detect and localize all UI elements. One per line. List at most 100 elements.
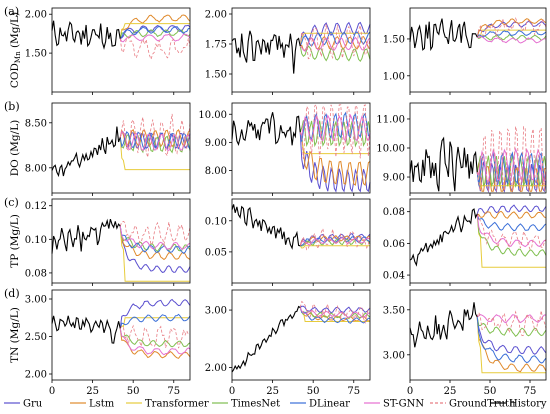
axes-frame [231, 198, 371, 284]
y-tick-label: 10.00 [376, 144, 405, 155]
series-line-transformer [119, 23, 190, 39]
y-tick-label: 1.00 [383, 71, 405, 82]
series-line-st-gnn [477, 35, 547, 44]
y-tick-label: 8.00 [25, 163, 47, 174]
series-line-groundtruth [299, 300, 371, 325]
y-tick-label: 0.08 [25, 268, 47, 279]
legend-item-timesnet: TimesNet [212, 399, 280, 410]
legend-label: ST-GNN [383, 399, 424, 410]
y-axis-label-main: COD [9, 63, 21, 88]
series-line-groundtruth [119, 36, 191, 61]
series-line-lstm [119, 14, 191, 39]
legend-label: Lstm [89, 399, 115, 410]
panel-2-3: 9.00 10.00 11.00 [376, 102, 547, 196]
series-line-history [409, 18, 478, 52]
series-line-history [409, 208, 478, 267]
series-line-st-gnn [119, 328, 191, 356]
series-line-st-gnn [299, 113, 371, 143]
series-line-timesnet [476, 213, 547, 257]
legend-item-history: History [490, 399, 547, 410]
y-tick-label: 0.08 [383, 207, 405, 218]
y-tick-label: 2.00 [205, 10, 227, 21]
series-line-lstm [299, 235, 371, 246]
series-line-lstm [299, 132, 371, 186]
series-line-transformer [119, 226, 190, 282]
axes-frame [231, 289, 371, 381]
series-line-gru [119, 298, 191, 329]
series-line-transformer [476, 316, 546, 374]
y-axis-label-unit: (Mg/L) [9, 120, 21, 160]
y-tick-label: 0.10 [205, 216, 227, 227]
y-axis-label: DO (Mg/L) [9, 120, 21, 177]
panel-3-1: 0.08 0.10 0.12 [25, 198, 191, 286]
y-axis-label-main: TN [9, 347, 21, 363]
panel-1-1: 1.50 2.00 [25, 7, 191, 95]
series-line-history [231, 112, 301, 147]
series-line-st-gnn [119, 33, 191, 43]
y-tick-label: 1.75 [205, 40, 227, 51]
x-tick-label: 50 [307, 386, 320, 397]
y-tick-label: 9.00 [383, 173, 405, 184]
y-tick-label: 0.12 [25, 201, 47, 212]
y-tick-label: 3.00 [205, 306, 227, 317]
y-tick-label: 2.00 [25, 370, 47, 381]
series-line-gru [299, 305, 371, 314]
y-axis-label: CODMn (Mg/L) [9, 12, 22, 88]
series-line-transformer [299, 245, 370, 249]
series-line-gru [119, 226, 191, 273]
panel-2-1: 8.00 8.50 [25, 102, 191, 196]
series-line-timesnet [476, 34, 547, 41]
row-label: (c) [4, 196, 19, 209]
y-tick-label: 0.05 [205, 247, 227, 258]
series-line-transformer [476, 29, 546, 38]
x-tick-label: 75 [524, 386, 537, 397]
x-tick-label: 0 [229, 386, 235, 397]
series-line-groundtruth [119, 113, 191, 158]
x-tick-label: 25 [444, 386, 457, 397]
y-tick-label: 3.50 [383, 305, 405, 316]
y-tick-label: 2.00 [205, 363, 227, 374]
panel-2-2: 8.00 9.00 10.00 [198, 102, 371, 196]
y-tick-label: 3.00 [25, 295, 47, 306]
y-axis-label-main: DO [9, 159, 21, 176]
series-line-transformer [119, 137, 190, 171]
series-line-dlinear [299, 307, 370, 324]
panel-4-3: 3.00 3.50 0 25 50 75 [383, 289, 547, 397]
series-line-groundtruth [119, 220, 191, 246]
y-tick-label: 1.50 [205, 70, 227, 81]
series-line-history [409, 302, 478, 348]
x-tick-label: 0 [49, 386, 55, 397]
row-label: (d) [4, 287, 20, 300]
series-line-lstm [476, 18, 547, 38]
series-line-history [409, 136, 478, 192]
y-tick-label: 2.50 [25, 332, 47, 343]
y-tick-label: 11.00 [376, 114, 405, 125]
series-line-st-gnn [119, 226, 191, 250]
row-2: (b) DO (Mg/L) 8.00 8.50 8.00 9.00 10.00 9.00 10.… [4, 100, 547, 196]
legend-label: DLinear [309, 399, 350, 410]
series-line-transformer [119, 317, 190, 329]
row-label: (a) [4, 5, 19, 18]
y-tick-label: 0.06 [383, 239, 405, 250]
series-line-st-gnn [119, 131, 191, 152]
y-axis-label: TN (Mg/L) [9, 307, 21, 363]
x-tick-label: 0 [407, 386, 413, 397]
series-line-history [51, 126, 121, 178]
panel-4-2: 2.00 3.00 0 25 50 75 [205, 289, 371, 397]
legend-label: Gru [23, 399, 43, 410]
series-line-gru [476, 316, 547, 355]
series-line-groundtruth [119, 324, 190, 349]
legend-item-dlinear: DLinear [290, 399, 350, 410]
legend-label: TimesNet [231, 399, 280, 410]
y-axis-label-unit: (Mg/L) [9, 214, 21, 254]
series-line-dlinear [476, 213, 547, 232]
legend: Gru Lstm Transformer TimesNet DLinear ST-GNN G… [4, 399, 547, 410]
series-line-history [231, 204, 301, 250]
series-line-gru [299, 132, 371, 193]
series-line-lstm [119, 328, 191, 359]
panel-1-3: 1.00 1.50 [383, 7, 547, 95]
series-line-history [231, 305, 301, 373]
axes-layer: (a)CODMn (Mg/L)1.502.001.501.752.001.001… [4, 5, 547, 397]
series-line-history [51, 315, 121, 344]
